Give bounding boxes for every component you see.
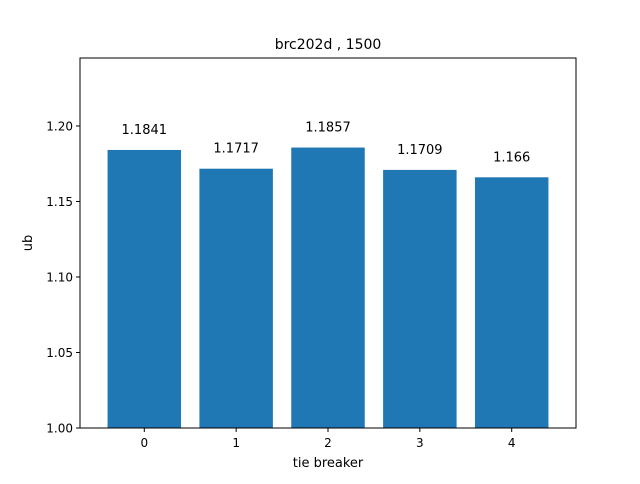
value-label-1: 1.1717	[213, 142, 259, 157]
bar-0	[107, 149, 182, 428]
value-label-3: 1.1709	[397, 143, 443, 158]
x-tick-label-0: 0	[140, 436, 148, 450]
x-axis-label: tie breaker	[293, 456, 364, 471]
y-tick-label-1: 1.05	[46, 346, 73, 360]
bars-layer	[107, 147, 549, 429]
x-tick-label-2: 2	[324, 436, 332, 450]
y-tick-label-2: 1.10	[46, 270, 73, 284]
value-label-2: 1.1857	[305, 121, 351, 136]
x-tick-label-1: 1	[232, 436, 240, 450]
bar-2	[291, 147, 365, 428]
x-tick-label-3: 3	[416, 436, 424, 450]
y-axis-label: ub	[21, 235, 36, 252]
x-axis: 0 1 2 3 4	[140, 428, 516, 450]
y-tick-label-3: 1.15	[46, 195, 73, 209]
y-tick-label-0: 1.00	[46, 422, 73, 436]
y-axis: 1.00 1.05 1.10 1.15 1.20	[46, 119, 80, 436]
bar-4	[474, 177, 549, 428]
x-tick-label-4: 4	[508, 436, 516, 450]
value-labels-layer: 1.1841 1.1717 1.1857 1.1709 1.166	[122, 121, 531, 166]
bar-3	[383, 169, 457, 428]
chart-title: brc202d , 1500	[275, 37, 382, 53]
bar-1	[199, 168, 273, 429]
value-label-0: 1.1841	[122, 123, 168, 138]
y-tick-label-4: 1.20	[46, 119, 73, 133]
value-label-4: 1.166	[493, 150, 530, 165]
